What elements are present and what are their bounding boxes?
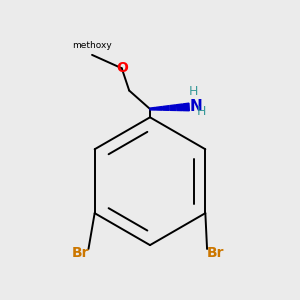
Text: O: O: [116, 61, 128, 75]
Text: Br: Br: [207, 245, 224, 260]
Polygon shape: [163, 106, 169, 110]
Text: H: H: [188, 85, 198, 98]
Polygon shape: [170, 105, 176, 110]
Polygon shape: [157, 106, 163, 110]
Polygon shape: [177, 104, 183, 111]
Text: H: H: [196, 105, 206, 118]
Text: Br: Br: [71, 245, 89, 260]
Polygon shape: [150, 107, 156, 110]
Text: N: N: [190, 99, 203, 114]
Polygon shape: [183, 103, 189, 111]
Text: methoxy: methoxy: [72, 40, 112, 50]
